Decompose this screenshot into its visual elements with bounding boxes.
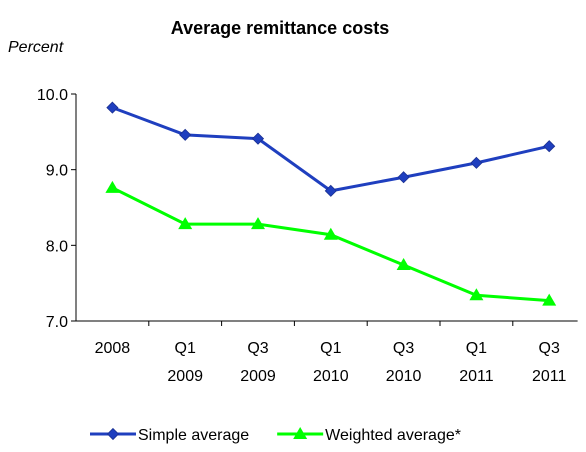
diamond-marker [324, 184, 337, 197]
triangle-marker [105, 180, 120, 193]
x-tick-label: 2008 [95, 340, 131, 357]
diamond-marker [543, 140, 556, 153]
diamond-marker [179, 128, 192, 141]
x-tick-label: Q3 2010 [386, 340, 422, 385]
legend-label: Simple average [138, 427, 249, 444]
diamond-marker [397, 171, 410, 184]
triangle-marker [178, 217, 193, 230]
y-tick-label: 9.0 [46, 163, 68, 180]
triangle-marker [396, 258, 411, 271]
y-tick-label: 10.0 [37, 87, 68, 104]
x-tick-label: Q1 2009 [167, 340, 203, 385]
triangle-marker [323, 227, 338, 240]
series-line [111, 186, 550, 303]
y-tick-label: 7.0 [46, 314, 68, 331]
y-tick-label: 8.0 [46, 238, 68, 255]
triangle-marker [542, 293, 557, 306]
triangle-marker [469, 288, 484, 301]
x-tick-label: Q1 2011 [459, 340, 494, 385]
legend-marker [106, 427, 120, 441]
diamond-marker [470, 156, 483, 169]
y-axis-label: Percent [8, 39, 64, 56]
x-tick-label: Q3 2011 [532, 340, 567, 385]
x-tick-label: Q3 2009 [240, 340, 276, 385]
x-tick-label: Q1 2010 [313, 340, 349, 385]
diamond-marker [106, 101, 119, 114]
legend-label: Weighted average* [325, 427, 461, 444]
diamond-marker [251, 132, 265, 145]
chart-title: Average remittance costs [171, 18, 389, 38]
series-line [111, 106, 550, 193]
triangle-marker [251, 217, 265, 230]
legend-marker [293, 427, 308, 439]
